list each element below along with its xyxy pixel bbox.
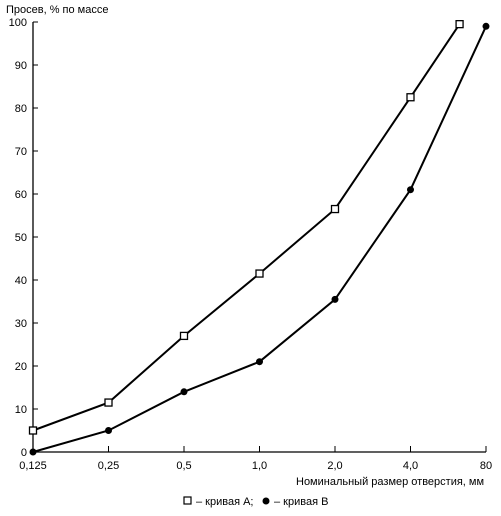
legend-marker-open-square xyxy=(183,496,192,505)
y-tick-label: 80 xyxy=(15,103,27,115)
legend-label-b: – кривая В xyxy=(274,496,328,508)
point-marker-circle xyxy=(180,388,188,396)
point-marker-square xyxy=(28,426,38,435)
point-marker-circle xyxy=(29,448,37,456)
point-marker-square xyxy=(104,398,113,407)
point-marker-square xyxy=(330,204,340,214)
y-tick-label: 60 xyxy=(15,189,27,201)
point-marker-square xyxy=(455,19,464,29)
x-tick-label: 0,125 xyxy=(19,460,47,472)
x-ticks: 0,125 0,25 0,5 1,0 2,0 4,0 80 xyxy=(19,446,492,472)
y-tick-label: 20 xyxy=(15,361,27,373)
point-marker-circle xyxy=(407,186,414,194)
y-tick-label: 40 xyxy=(15,275,27,287)
x-tick-label: 0,5 xyxy=(176,460,191,472)
x-tick-label: 0,25 xyxy=(98,460,119,472)
legend: – кривая А; – кривая В xyxy=(183,496,328,508)
x-tick-label: 4,0 xyxy=(403,460,418,472)
point-marker-circle xyxy=(105,427,112,434)
legend-label-a: – кривая А; xyxy=(196,496,254,508)
y-tick-label: 0 xyxy=(21,447,27,459)
y-tick-label: 100 xyxy=(9,17,27,29)
series-group xyxy=(28,19,490,456)
y-axis-title: Просев, % по массе xyxy=(6,4,108,16)
series-line-b xyxy=(32,25,487,453)
point-marker-circle xyxy=(482,22,490,30)
y-tick-label: 90 xyxy=(15,60,27,72)
x-tick-label: 80 xyxy=(480,460,492,472)
legend-marker-filled-circle xyxy=(262,497,270,505)
point-marker-circle xyxy=(331,295,339,303)
x-axis-title: Номинальный размер отверстия, мм xyxy=(296,476,484,488)
y-tick-label: 70 xyxy=(15,146,27,158)
point-marker-square xyxy=(179,331,189,341)
point-marker-square xyxy=(255,269,264,278)
x-tick-label: 2,0 xyxy=(327,460,342,472)
point-marker-square xyxy=(406,93,415,102)
y-ticks: 0 10 20 30 40 50 60 70 80 90 100 xyxy=(9,17,38,459)
x-tick-label: 1,0 xyxy=(252,460,267,472)
series-line-a xyxy=(32,23,461,432)
y-tick-label: 50 xyxy=(15,232,27,244)
y-tick-label: 10 xyxy=(15,404,27,416)
y-tick-label: 30 xyxy=(15,318,27,330)
point-marker-circle xyxy=(256,358,263,366)
